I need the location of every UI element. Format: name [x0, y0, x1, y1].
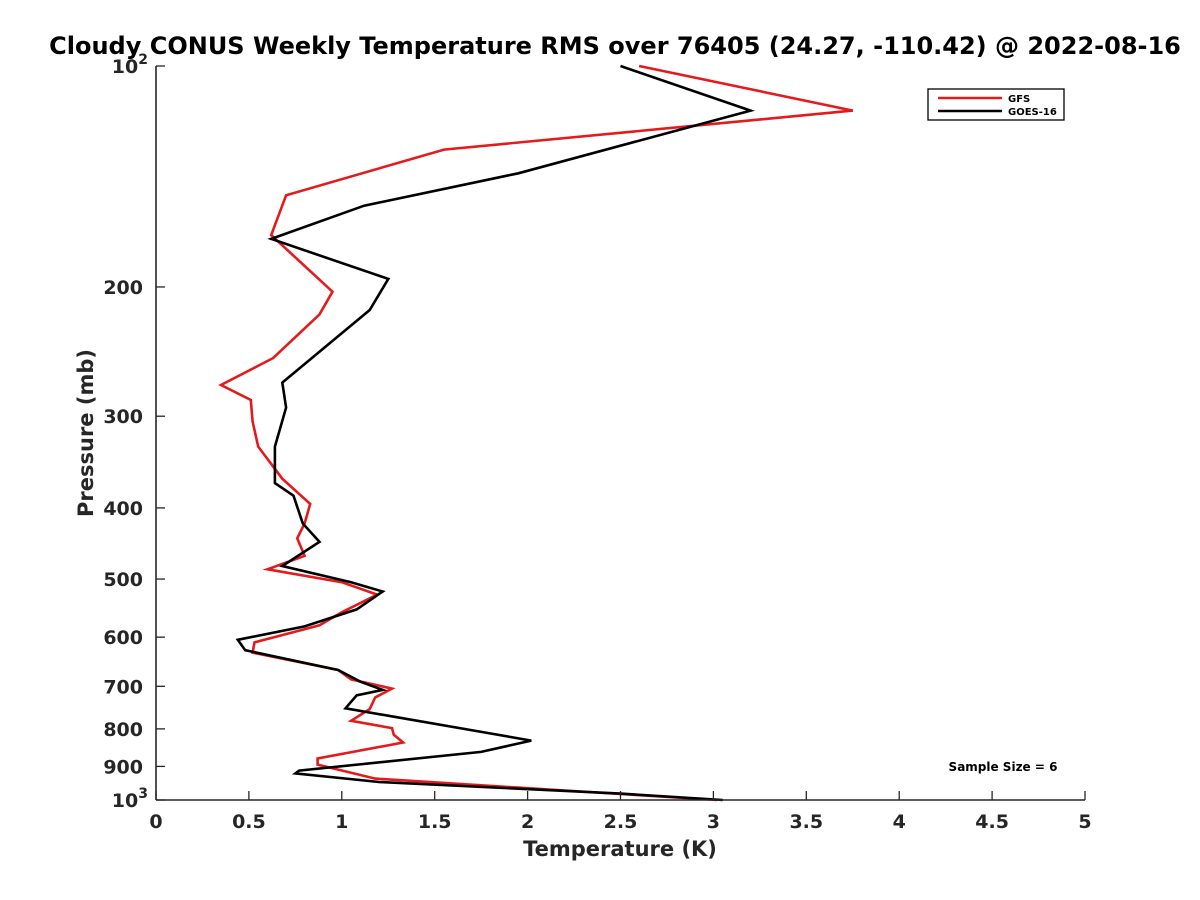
sample-size-annotation: Sample Size = 6 [949, 760, 1058, 774]
legend-box [927, 88, 1065, 121]
x-tick-label: 2 [521, 811, 534, 833]
y-tick-label: 700 [103, 676, 143, 698]
y-tick-label: 103 [112, 786, 148, 812]
x-tick-label: 4 [893, 811, 906, 833]
y-tick-label: 900 [103, 756, 143, 778]
legend-label-goes-16: GOES-16 [1008, 107, 1057, 118]
x-tick-label: 3.5 [789, 811, 823, 833]
legend-label-gfs: GFS [1008, 94, 1030, 105]
series-line-gfs [218, 64, 854, 802]
x-axis-label: Temperature (K) [523, 837, 717, 861]
chart-title: Cloudy CONUS Weekly Temperature RMS over… [49, 32, 1181, 60]
y-tick-label: 300 [103, 406, 143, 428]
x-tick-label: 0.5 [232, 811, 266, 833]
x-tick-label: 5 [1078, 811, 1091, 833]
y-axis-label: Pressure (mb) [74, 349, 98, 517]
plot-area-frame [156, 66, 1085, 800]
x-tick-label: 0 [149, 811, 162, 833]
x-tick-label: 2.5 [604, 811, 638, 833]
y-tick-label: 800 [103, 719, 143, 741]
series-line-goes-16 [235, 64, 756, 802]
y-tick-label: 500 [103, 569, 143, 591]
series-layer [218, 64, 854, 802]
y-tick-label: 102 [112, 52, 148, 78]
x-tick-label: 4.5 [975, 811, 1009, 833]
y-tick-label: 600 [103, 627, 143, 649]
axes-layer: 0 0.5 1 1.5 2 2.5 3 3.5 4 4.5 5 102 200 300 400 500 600 7… [103, 52, 1091, 833]
x-tick-label: 1 [335, 811, 348, 833]
x-tick-label: 3 [707, 811, 720, 833]
y-tick-label: 400 [103, 498, 143, 520]
y-tick-label: 200 [103, 277, 143, 299]
x-tick-label: 1.5 [418, 811, 452, 833]
legend: GFS GOES-16 [927, 88, 1065, 121]
